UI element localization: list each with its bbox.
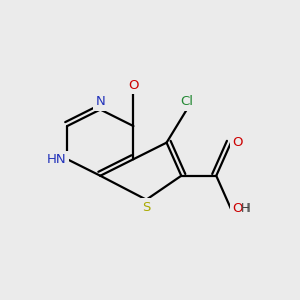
Text: H: H (242, 202, 251, 215)
Text: Cl: Cl (180, 97, 193, 110)
Text: Cl: Cl (180, 97, 193, 110)
Text: O: O (231, 136, 242, 149)
Text: N: N (57, 153, 67, 166)
Text: O: O (231, 136, 242, 149)
Text: O: O (231, 202, 242, 215)
Text: O: O (231, 202, 242, 215)
Text: S: S (142, 201, 151, 214)
Text: O: O (128, 80, 139, 93)
Text: H: H (241, 202, 250, 215)
Text: N: N (95, 95, 105, 108)
Text: N: N (95, 97, 105, 110)
Text: S: S (142, 200, 151, 213)
Text: Cl: Cl (180, 95, 193, 108)
Text: O: O (232, 202, 243, 215)
Text: O: O (232, 136, 243, 149)
Text: O: O (128, 79, 139, 92)
Text: S: S (142, 200, 151, 213)
Text: H: H (58, 153, 67, 166)
Text: N: N (57, 153, 67, 166)
Text: N: N (95, 97, 105, 110)
Text: HN: HN (46, 153, 66, 166)
Text: O: O (128, 80, 139, 93)
